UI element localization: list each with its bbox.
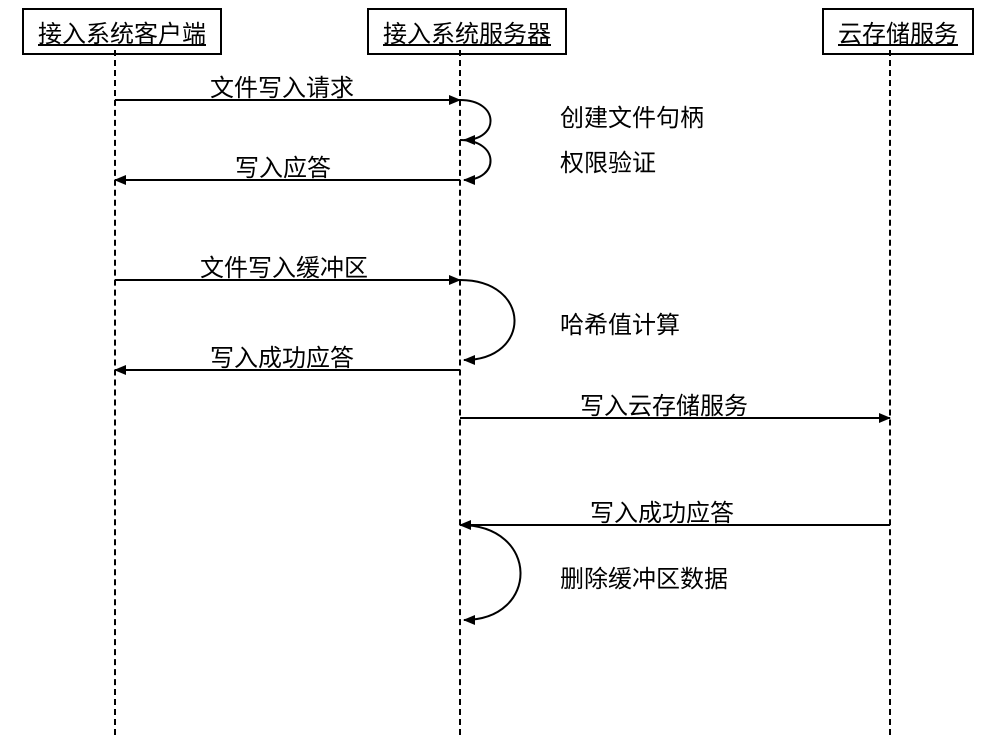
message-label-7: 写入云存储服务 [580, 386, 748, 421]
message-label-0: 文件写入请求 [210, 68, 354, 103]
lifeline-cloud [889, 50, 891, 735]
message-label-4: 文件写入缓冲区 [200, 248, 368, 283]
message-label-5: 哈希值计算 [560, 305, 680, 340]
message-label-2: 权限验证 [560, 143, 656, 178]
participant-client: 接入系统客户端 [22, 8, 222, 55]
message-label-1: 创建文件句柄 [560, 98, 704, 133]
participant-cloud: 云存储服务 [822, 8, 974, 55]
message-label-6: 写入成功应答 [210, 338, 354, 373]
participant-server: 接入系统服务器 [367, 8, 567, 55]
message-label-8: 写入成功应答 [590, 493, 734, 528]
lifeline-client [114, 50, 116, 735]
message-label-3: 写入应答 [235, 148, 331, 183]
lifeline-server [459, 50, 461, 735]
message-label-9: 删除缓冲区数据 [560, 559, 728, 594]
